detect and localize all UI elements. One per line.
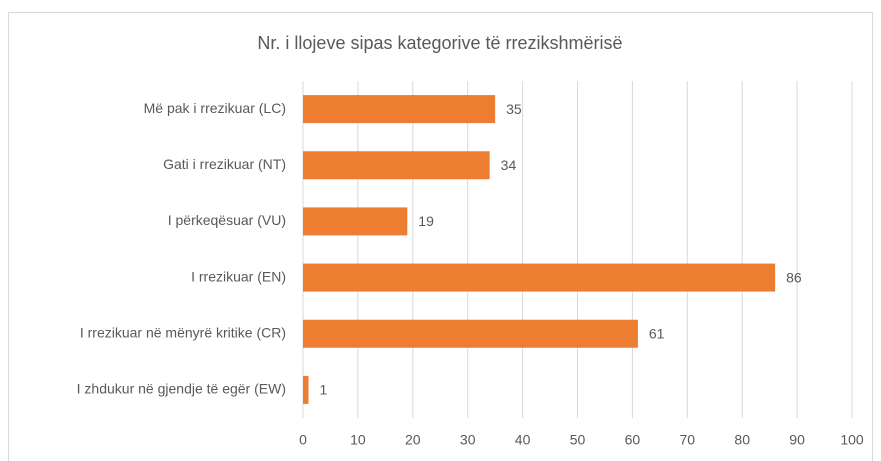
chart-title: Nr. i llojeve sipas kategorive të rrezik… [257, 33, 622, 53]
data-label: 34 [501, 157, 517, 173]
bar [303, 319, 638, 348]
x-tick-label: 30 [460, 432, 476, 448]
x-tick-label: 40 [515, 432, 531, 448]
y-tick-label: I rrezikuar (EN) [191, 268, 286, 284]
data-label: 19 [418, 213, 434, 229]
x-tick-label: 100 [840, 432, 864, 448]
data-label: 1 [319, 382, 327, 398]
data-label: 86 [786, 269, 802, 285]
chart-frame [8, 12, 873, 461]
y-tick-label: Më pak i rrezikuar (LC) [144, 100, 286, 116]
x-tick-label: 90 [789, 432, 805, 448]
x-tick-label: 60 [625, 432, 641, 448]
bar [303, 263, 776, 292]
x-tick-label: 0 [299, 432, 307, 448]
bar [303, 95, 496, 124]
x-tick-label: 10 [350, 432, 366, 448]
x-tick-label: 80 [734, 432, 750, 448]
bar [303, 151, 490, 180]
y-tick-label: I rrezikuar në mënyrë kritike (CR) [80, 324, 286, 340]
y-tick-label: I zhdukur në gjendje të egër (EW) [77, 381, 286, 397]
data-label: 61 [649, 325, 665, 341]
data-label: 35 [506, 101, 522, 117]
x-tick-label: 70 [680, 432, 696, 448]
x-tick-label: 50 [570, 432, 586, 448]
y-tick-label: Gati i rrezikuar (NT) [163, 156, 286, 172]
bar [303, 207, 408, 236]
y-tick-label: I përkeqësuar (VU) [168, 212, 286, 228]
bar [303, 375, 309, 404]
x-tick-label: 20 [405, 432, 421, 448]
